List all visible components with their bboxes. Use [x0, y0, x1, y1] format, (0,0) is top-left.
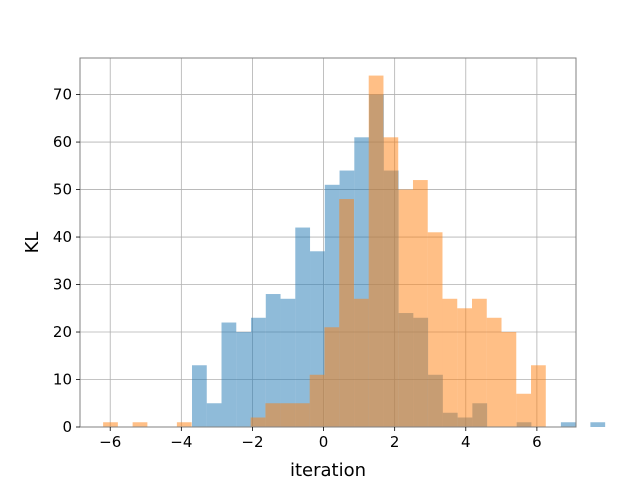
y-tick-label: 70	[53, 86, 72, 104]
histogram-bar	[280, 403, 295, 427]
x-tick-label: 2	[390, 433, 400, 451]
histogram-bar	[265, 294, 281, 427]
histogram-bar	[192, 365, 207, 427]
histogram-bar	[398, 189, 413, 427]
y-tick-label: 50	[53, 181, 72, 199]
histogram-bar	[501, 332, 517, 427]
x-tick-label: −6	[99, 433, 121, 451]
histogram-bar	[294, 403, 310, 427]
x-axis-label: iteration	[290, 460, 366, 480]
x-tick-label: −2	[241, 433, 263, 451]
x-tick-label: 6	[532, 433, 542, 451]
histogram-bar	[531, 365, 546, 427]
histogram-bar	[383, 137, 399, 427]
histogram-bar	[324, 327, 340, 427]
histogram-bar	[472, 298, 487, 427]
x-tick-label: 4	[461, 433, 471, 451]
plot-frame	[79, 57, 577, 428]
histogram-bar	[560, 422, 576, 427]
histogram-bar	[103, 422, 118, 427]
histogram-bar	[280, 298, 296, 427]
y-tick-label: 20	[53, 323, 72, 341]
histogram-bar	[132, 422, 148, 427]
histogram-series-2	[103, 75, 546, 428]
histogram-bar	[368, 75, 384, 428]
y-tick-label: 30	[53, 276, 72, 294]
histogram-bars	[103, 75, 606, 428]
x-tick-label: 0	[319, 433, 329, 451]
histogram-bar	[251, 317, 266, 427]
histogram-bar	[295, 227, 311, 427]
histogram-bar	[265, 403, 281, 427]
y-axis-label: KL	[22, 232, 43, 254]
histogram-bar	[236, 332, 252, 427]
histogram-bar	[250, 417, 266, 427]
y-tick-label: 0	[62, 418, 72, 436]
y-tick-label: 60	[53, 133, 72, 151]
histogram-bar	[590, 422, 606, 427]
histogram-bar	[486, 317, 502, 427]
histogram-bar	[427, 232, 443, 427]
y-tick-label: 10	[53, 371, 72, 389]
x-tick-label: −4	[170, 433, 192, 451]
histogram-bar	[412, 180, 428, 427]
histogram-bar	[516, 393, 532, 427]
histogram-bar	[176, 422, 192, 427]
histogram-bar	[206, 403, 222, 427]
histogram-bar	[221, 322, 237, 427]
histogram-bar	[309, 374, 325, 427]
histogram-bar	[353, 298, 369, 427]
histogram-bar	[442, 298, 458, 427]
y-tick-label: 40	[53, 228, 72, 246]
histogram-bar	[457, 308, 472, 427]
histogram-bar	[339, 199, 354, 427]
